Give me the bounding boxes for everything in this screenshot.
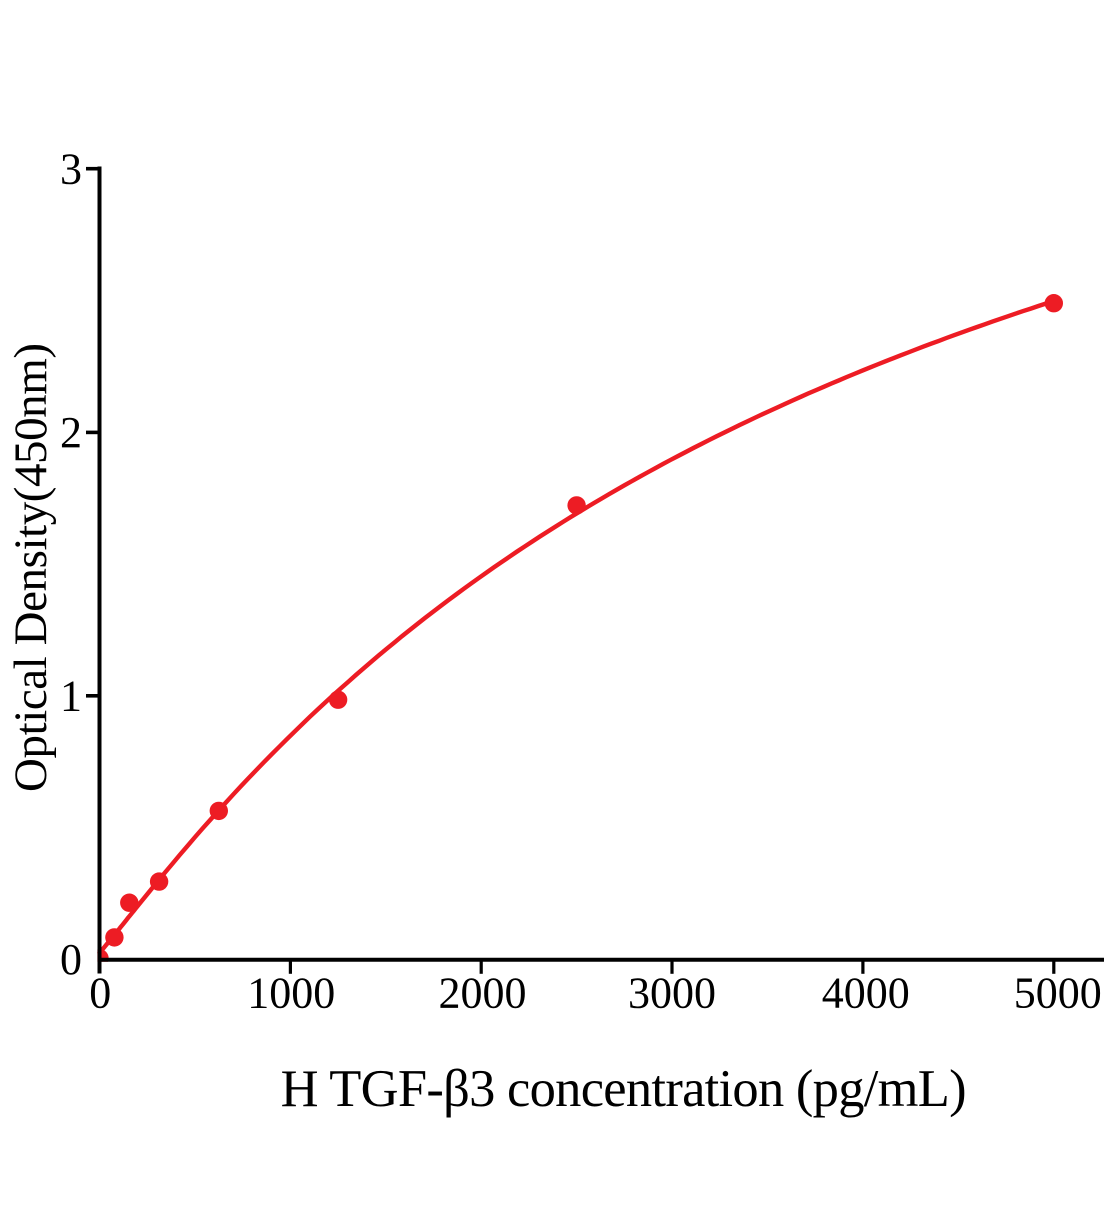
svg-text:0: 0 — [89, 969, 111, 1018]
svg-text:3000: 3000 — [628, 969, 716, 1018]
svg-text:2000: 2000 — [439, 969, 527, 1018]
svg-text:4000: 4000 — [822, 969, 910, 1018]
svg-text:Optical Density(450nm): Optical Density(450nm) — [5, 343, 57, 792]
svg-text:2: 2 — [60, 408, 82, 457]
svg-text:0: 0 — [60, 935, 82, 984]
svg-text:3: 3 — [60, 144, 82, 193]
svg-text:H TGF-β3 concentration (pg/mL): H TGF-β3 concentration (pg/mL) — [281, 1060, 967, 1118]
svg-text:1000: 1000 — [247, 969, 335, 1018]
svg-text:5000: 5000 — [1014, 969, 1102, 1018]
svg-text:1: 1 — [60, 671, 82, 720]
